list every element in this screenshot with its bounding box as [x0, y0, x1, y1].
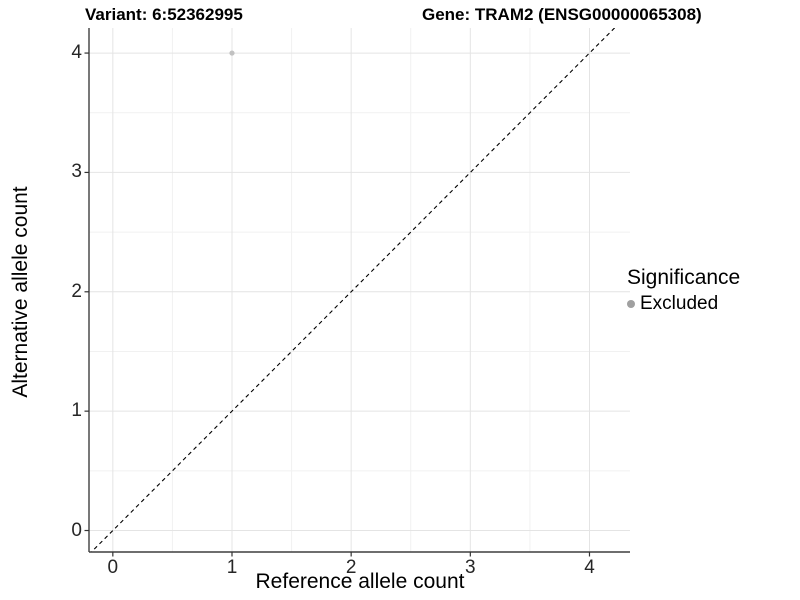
- legend-item-excluded: Excluded: [627, 293, 740, 315]
- y-axis-title: Alternative allele count: [9, 186, 32, 398]
- identity-line: [90, 28, 616, 552]
- plot-title-variant: Variant: 6:52362995: [85, 5, 243, 24]
- legend-title: Significance: [627, 266, 741, 289]
- x-axis-title: Reference allele count: [255, 570, 465, 593]
- legend-marker-dot-icon: [627, 300, 635, 308]
- data-point: [229, 50, 235, 56]
- legend: Significance Excluded: [627, 266, 740, 315]
- legend-item-label: Excluded: [640, 293, 719, 314]
- plot-title-gene: Gene: TRAM2 (ENSG00000065308): [422, 5, 702, 24]
